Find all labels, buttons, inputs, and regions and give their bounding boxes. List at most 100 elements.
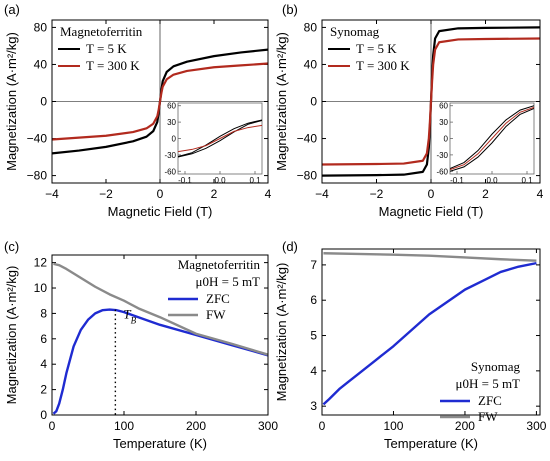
x-tick-label: 100 [383, 419, 403, 433]
panel-label: (c) [4, 239, 19, 254]
inset-x-tick-label: 0.1 [521, 176, 533, 185]
legend-label: FW [478, 409, 498, 424]
inset-x-tick-label: 0.1 [249, 176, 261, 185]
chart-title: Synomag [471, 359, 521, 374]
y-tick-label: 0 [40, 408, 47, 422]
inset-y-tick-label: -60 [164, 167, 176, 176]
x-tick-label: −2 [99, 187, 113, 201]
x-tick-label: 4 [537, 187, 544, 201]
x-tick-label: −2 [370, 187, 384, 201]
panel-label: (a) [4, 2, 20, 17]
x-axis-label: Temperature (K) [113, 436, 207, 451]
y-tick-label: 3 [310, 399, 317, 413]
legend-label: ZFC [206, 291, 230, 306]
y-tick-label: 5 [310, 329, 317, 343]
x-tick-label: 300 [258, 419, 278, 433]
legend-label: ZFC [478, 393, 502, 408]
y-axis-label: Magnetization (A·m²/kg) [4, 266, 19, 405]
series-line-fw [323, 252, 537, 262]
x-tick-label: 2 [482, 187, 489, 201]
y-tick-label: 12 [34, 256, 48, 270]
series-line-fw [53, 262, 268, 356]
inset-series-line [450, 105, 534, 169]
y-tick-label: −40 [27, 132, 48, 146]
x-tick-label: 2 [211, 187, 218, 201]
panel-c: Magnetization (A·m²/kg) Temperature (K) (c… [4, 239, 278, 451]
x-tick-label: 0 [157, 187, 164, 201]
y-tick-label: −40 [297, 132, 318, 146]
inset-y-tick-label: -30 [436, 151, 448, 160]
y-tick-label: −80 [297, 169, 318, 183]
y-axis-label: Magnetization (A·m²/kg) [274, 263, 289, 402]
chart-title: Magnetoferritin [178, 257, 261, 272]
inset-y-tick-label: 60 [167, 102, 176, 111]
inset-y-tick-label: -60 [436, 167, 448, 176]
x-axis-label: Temperature (K) [384, 436, 478, 451]
inset-y-tick-label: 0 [444, 135, 449, 144]
x-tick-label: −4 [315, 187, 329, 201]
plot-frame [51, 254, 269, 416]
inset-series-line [450, 106, 534, 171]
x-tick-label: 0 [428, 187, 435, 201]
inset-x-tick-label: -0.1 [178, 176, 192, 185]
inset-y-tick-label: 30 [439, 118, 448, 127]
y-tick-label: 10 [34, 281, 48, 295]
plot-frame [51, 19, 269, 184]
x-tick-label: 200 [186, 419, 206, 433]
y-tick-label: 6 [40, 332, 47, 346]
y-tick-label: 40 [34, 57, 48, 71]
tb-annotation: TB [123, 306, 136, 325]
inset-y-tick-label: 30 [167, 118, 176, 127]
x-tick-label: 100 [114, 419, 134, 433]
x-tick-label: 0 [49, 419, 56, 433]
panel-a: Magnetization (A·m²/kg) Magnetic Field (T… [4, 2, 272, 219]
y-axis-label: Magnetization (A·m²/kg) [4, 32, 19, 171]
y-tick-label: 0 [40, 95, 47, 109]
y-tick-label: −80 [27, 169, 48, 183]
field-label: μ0H = 5 mT [456, 376, 521, 391]
plot-frame [321, 19, 541, 184]
inset-x-tick-label: 0.0 [214, 176, 226, 185]
chart-title: Synomag [330, 24, 380, 39]
x-axis-label: Magnetic Field (T) [108, 204, 213, 219]
y-tick-label: 7 [310, 258, 317, 272]
y-tick-label: 4 [310, 364, 317, 378]
legend-label: T = 300 K [356, 58, 410, 73]
series-line-zfc [322, 261, 537, 406]
x-tick-label: 300 [526, 419, 546, 433]
panel-d: Magnetization (A·m²/kg) Temperature (K) (d… [274, 239, 547, 451]
inset-x-tick-label: -0.1 [450, 176, 464, 185]
inset-series-line [178, 124, 262, 153]
tb-subscript: B [131, 315, 137, 325]
legend-label: T = 5 K [86, 41, 127, 56]
y-tick-label: 4 [40, 357, 47, 371]
panel-b: Magnetization (A·m²/kg) Magnetic Field (T… [274, 2, 544, 219]
inset-series-line [178, 119, 262, 158]
legend-label: FW [206, 307, 226, 322]
series-line-zfc [52, 308, 268, 415]
y-tick-label: 8 [40, 306, 47, 320]
x-tick-label: 0 [319, 419, 326, 433]
inset-x-tick-label: 0.0 [486, 176, 498, 185]
legend-label: T = 300 K [86, 58, 140, 73]
x-axis-label: Magnetic Field (T) [379, 204, 484, 219]
inset-series-line [450, 108, 534, 172]
y-tick-label: 40 [304, 57, 318, 71]
series-line-t-300-k [322, 37, 540, 166]
y-axis-label: Magnetization (A·m²/kg) [274, 32, 289, 171]
y-tick-label: 2 [40, 383, 47, 397]
x-tick-label: −4 [45, 187, 59, 201]
field-label: μ0H = 5 mT [196, 274, 261, 289]
legend-label: T = 5 K [356, 41, 397, 56]
y-tick-label: 80 [304, 20, 318, 34]
panel-label: (b) [282, 2, 298, 17]
x-tick-label: 200 [455, 419, 475, 433]
plot-frame [321, 248, 541, 416]
series-line-t-300-k [52, 62, 268, 141]
y-tick-label: 80 [34, 20, 48, 34]
panel-label: (d) [282, 239, 298, 254]
y-tick-label: 6 [310, 293, 317, 307]
inset-y-tick-label: -30 [164, 151, 176, 160]
y-tick-label: 0 [310, 95, 317, 109]
